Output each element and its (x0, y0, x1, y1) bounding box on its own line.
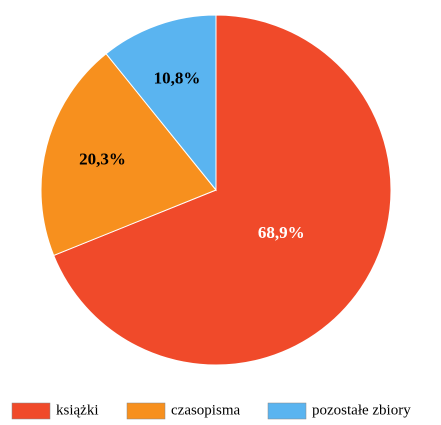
legend-label: książki (56, 402, 99, 418)
legend-swatch (11, 402, 51, 420)
pie-slice (53, 14, 392, 366)
pie-slice (105, 14, 217, 192)
slice-label: 20,3% (79, 149, 126, 168)
slice-label: 68,9% (258, 223, 305, 242)
slice-label: 10,8% (154, 68, 201, 87)
pie-slice (40, 53, 217, 257)
legend-label: czasopisma (171, 402, 240, 418)
legend-label: pozostałe zbiory (312, 402, 411, 418)
legend-swatch (267, 402, 307, 420)
legend-swatch (126, 402, 166, 420)
